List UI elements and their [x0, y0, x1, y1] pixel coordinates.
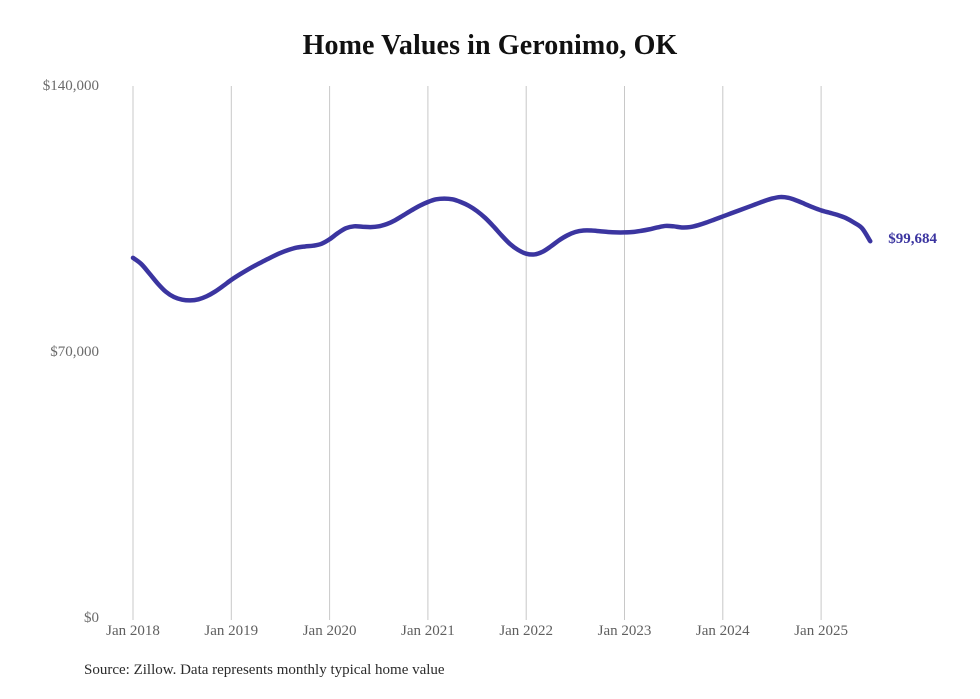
x-tick-jan-2022: Jan 2022: [499, 623, 554, 639]
y-tick-70000: $70,000: [50, 344, 99, 360]
x-tick-jan-2021: Jan 2021: [401, 623, 455, 639]
x-tick-jan-2024: Jan 2024: [695, 623, 750, 639]
end-value-label: $99,684: [888, 231, 937, 248]
gridlines: [132, 86, 822, 620]
series-line-group: [130, 194, 873, 303]
series-line-typical-home-value: [130, 194, 873, 303]
x-tick-jan-2020: Jan 2020: [302, 623, 357, 639]
y-tick-140000: $140,000: [42, 78, 99, 94]
x-tick-jan-2018: Jan 2018: [106, 623, 160, 639]
x-tick-jan-2025: Jan 2025: [794, 623, 848, 639]
chart-title: Home Values in Geronimo, OK: [302, 30, 678, 61]
x-tick-jan-2019: Jan 2019: [204, 623, 259, 639]
x-tick-jan-2023: Jan 2023: [597, 623, 652, 639]
y-tick-0: $0: [84, 610, 99, 626]
source-note: Source: Zillow. Data represents monthly …: [84, 662, 445, 678]
